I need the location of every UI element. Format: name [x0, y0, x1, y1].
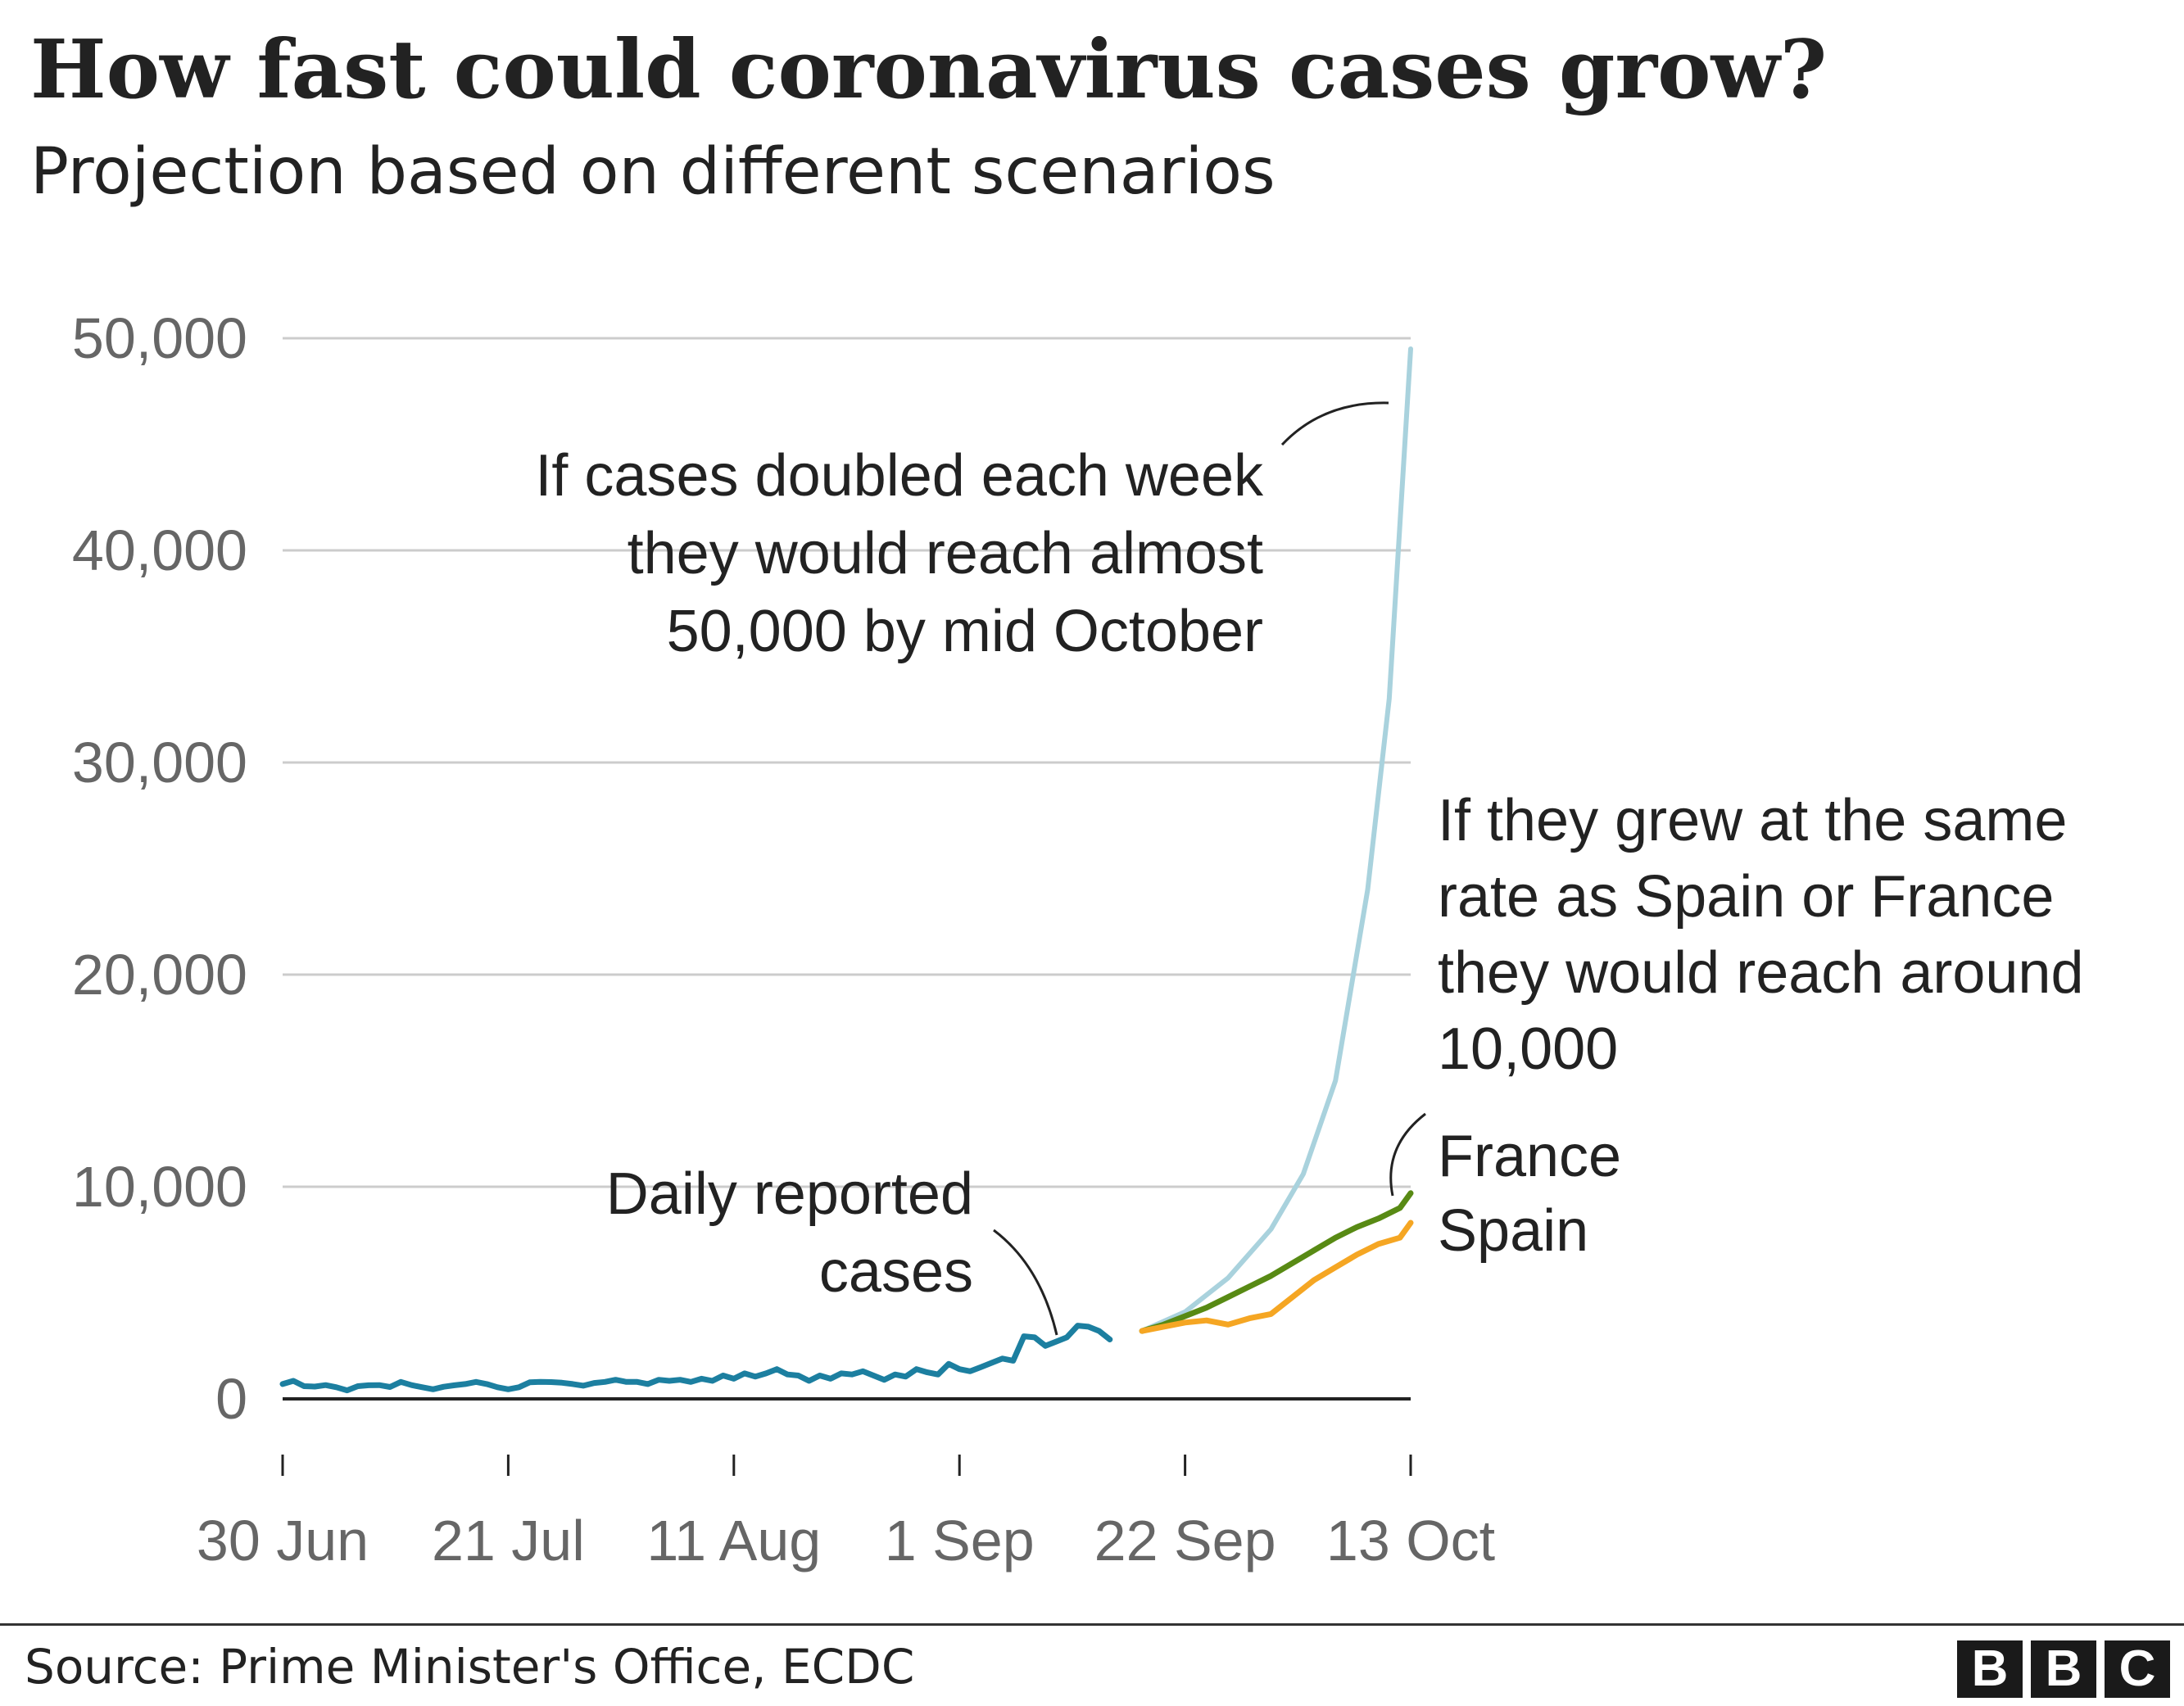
x-tick-label: 30 Jun	[197, 1509, 369, 1573]
source-note: Source: Prime Minister's Office, ECDC	[25, 1639, 915, 1695]
x-tick-label: 1 Sep	[885, 1509, 1035, 1573]
annotation-same-rate-line: If they grew at the same	[1438, 788, 2067, 853]
chart-subtitle: Projection based on different scenarios	[30, 135, 1276, 209]
annotation-doubling-line: they would reach almost	[628, 521, 1263, 586]
leader-daily	[993, 1229, 1058, 1336]
axes: 0 10,000 20,000 30,000 40,000 50,000 30 Jun 21 …	[72, 306, 1495, 1573]
x-tick-label: 11 Aug	[646, 1509, 821, 1573]
gridlines	[283, 337, 1411, 1188]
leader-doubling	[1280, 401, 1389, 446]
chart-title: How fast could coronavirus cases grow?	[30, 23, 1828, 117]
chart-area: 0 10,000 20,000 30,000 40,000 50,000 30 Jun 21 …	[72, 306, 2084, 1573]
footer-divider	[0, 1623, 2184, 1626]
y-tick-label: 0	[215, 1367, 247, 1431]
series-line-doubling	[1140, 346, 1413, 1334]
y-tick-label: 40,000	[72, 518, 247, 582]
x-tick-label: 13 Oct	[1326, 1509, 1495, 1573]
label-france: France	[1438, 1124, 1621, 1189]
annotation-same-rate-line: 10,000	[1438, 1016, 1618, 1082]
series-line-france	[1139, 1190, 1414, 1334]
x-tick-label: 21 Jul	[432, 1509, 585, 1573]
bbc-logo: B B C	[1957, 1640, 2170, 1698]
series-line-daily	[279, 1323, 1113, 1394]
annotation-same-rate-line: rate as Spain or France	[1438, 864, 2054, 930]
logo-letter-b2: B	[2031, 1640, 2096, 1698]
y-tick-label: 30,000	[72, 731, 247, 794]
annotation-daily-line: Daily reported	[606, 1161, 973, 1227]
series-lines	[279, 346, 1414, 1394]
y-tick-label: 50,000	[72, 306, 247, 370]
logo-letter-b1: B	[1957, 1640, 2023, 1698]
y-tick-label: 20,000	[72, 943, 247, 1007]
series-line-spain	[1139, 1220, 1414, 1334]
annotation-same-rate-line: they would reach around	[1438, 940, 2084, 1006]
annotation-doubling-line: If cases doubled each week	[535, 443, 1264, 509]
annotation-doubling-line: 50,000 by mid October	[667, 599, 1263, 664]
annotations: If cases doubled each week they would rea…	[535, 401, 2084, 1336]
y-tick-label: 10,000	[72, 1155, 247, 1219]
annotation-daily-line: cases	[819, 1239, 973, 1305]
x-tick-label: 22 Sep	[1094, 1509, 1276, 1573]
label-spain: Spain	[1438, 1198, 1588, 1264]
logo-letter-c: C	[2105, 1640, 2170, 1698]
leader-same-rate	[1389, 1112, 1426, 1197]
